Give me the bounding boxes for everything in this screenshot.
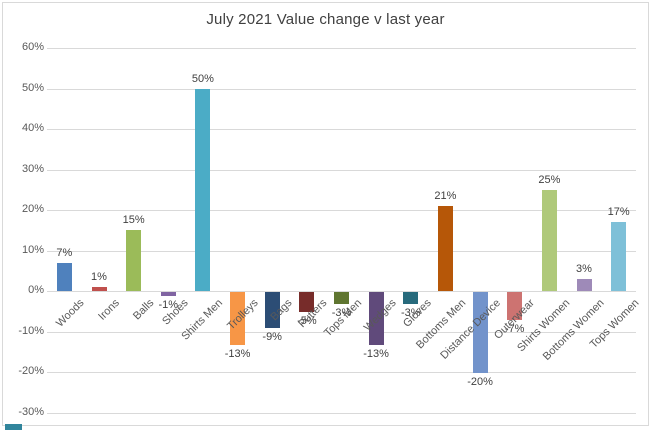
chart-frame <box>2 2 649 426</box>
bar-distance-device <box>472 292 488 373</box>
y-axis-tick-label: 0% <box>28 284 44 296</box>
gridline-50% <box>47 88 636 90</box>
chart-title: July 2021 Value change v last year <box>206 11 445 28</box>
gridline-40% <box>47 129 636 130</box>
bar-value-label-shirts-women: 25% <box>538 173 561 186</box>
bar-outerwear <box>507 292 523 321</box>
bar-value-label-irons: 1% <box>91 270 107 283</box>
y-axis-tick-label: -20% <box>18 365 44 377</box>
bar-wedges <box>368 292 384 345</box>
bar-value-label-bottoms-women: 3% <box>576 262 592 275</box>
gridline--30% <box>47 412 636 414</box>
gridline-30% <box>47 169 636 171</box>
bar-value-label-distance-device: -20% <box>467 376 493 388</box>
y-axis-tick-label: 50% <box>21 81 44 94</box>
bar-gloves <box>403 292 419 305</box>
bar-value-label-trolleys: -13% <box>224 347 251 360</box>
bar-shirts-men <box>195 88 211 291</box>
bar-value-label-bags: -9% <box>262 331 282 344</box>
sheet-tab-corner <box>5 424 22 430</box>
bar-value-label-tops-women: 17% <box>607 206 630 219</box>
bar-putters <box>299 292 315 313</box>
bar-shirts-women <box>541 189 557 292</box>
bar-value-label-woods: 7% <box>56 246 73 259</box>
y-axis-tick-label: 20% <box>21 203 44 215</box>
bar-bottoms-women <box>576 278 592 291</box>
bar-shoes <box>160 292 176 296</box>
bar-value-label-balls: 15% <box>122 214 145 227</box>
bar-value-label-gloves: -3% <box>401 307 421 320</box>
bar-value-label-outerwear: -7% <box>504 323 525 336</box>
bar-woods <box>56 262 72 291</box>
gridline--10% <box>47 331 636 333</box>
y-axis-tick-label: 30% <box>21 162 44 175</box>
bar-trolleys <box>230 292 246 345</box>
gridline--20% <box>47 372 636 373</box>
bar-value-label-putters: -5% <box>297 315 317 328</box>
y-axis-tick-label: -30% <box>18 405 44 418</box>
y-axis-tick-label: 40% <box>21 122 44 134</box>
bar-value-label-wedges: -13% <box>363 347 389 360</box>
bar-balls <box>126 230 142 292</box>
y-axis-tick-label: -10% <box>18 324 44 337</box>
gridline-60% <box>47 48 636 49</box>
y-axis-tick-label: 10% <box>21 243 44 256</box>
bar-tops-women <box>611 222 627 291</box>
bar-tops-men <box>334 292 349 305</box>
y-axis-tick-label: 60% <box>21 41 44 53</box>
bar-value-label-tops-men: -3% <box>331 307 352 320</box>
bar-irons <box>91 286 107 291</box>
gridline-0% <box>47 291 636 292</box>
bar-value-label-shoes: -1% <box>158 299 179 312</box>
gridline-10% <box>47 250 636 252</box>
bar-value-label-bottoms-men: 21% <box>434 189 457 202</box>
bar-bottoms-men <box>437 205 453 291</box>
gridline-20% <box>47 210 636 211</box>
bar-bags <box>264 292 280 329</box>
bar-value-label-shirts-men: 50% <box>191 72 214 85</box>
